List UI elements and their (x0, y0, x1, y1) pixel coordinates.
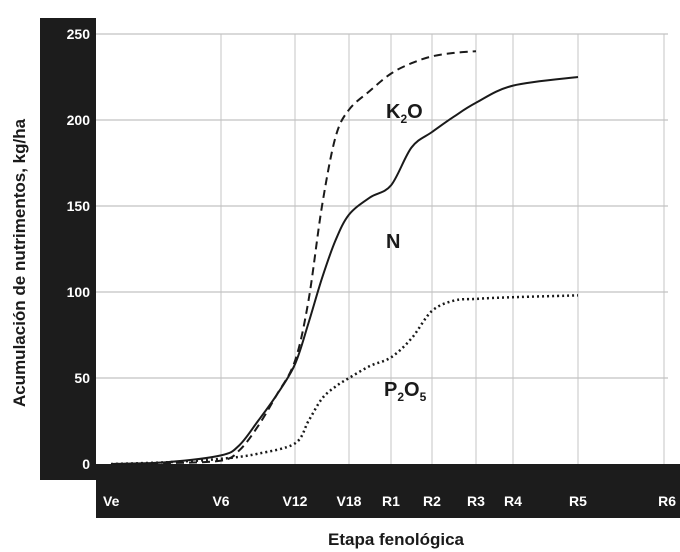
x-axis-title: Etapa fenológica (328, 530, 465, 549)
plot-area (96, 34, 668, 464)
series-label-p2o5: P2O5 (384, 379, 427, 404)
x-tick-labels: Ve V6 V12 V18 R1 R2 R3 R4 R5 R6 (103, 493, 676, 509)
y-tick-label: 0 (82, 456, 90, 472)
series-labels: K2O N P2O5 (384, 101, 427, 404)
x-tick-label: R1 (382, 493, 400, 509)
series-lines (110, 50, 579, 466)
x-tick-label: R2 (423, 493, 441, 509)
x-tick-label: R5 (569, 493, 587, 509)
x-tick-label: R4 (504, 493, 522, 509)
y-tick-label: 250 (67, 26, 91, 42)
y-tick-label: 200 (67, 112, 91, 128)
x-tick-label: Ve (103, 493, 120, 509)
y-tick-label: 150 (67, 198, 91, 214)
x-axis-band (96, 464, 680, 518)
y-tick-label: 50 (74, 370, 90, 386)
series-label-n: N (386, 231, 400, 253)
grid-lines (96, 33, 668, 464)
y-tick-label: 100 (67, 284, 91, 300)
x-tick-label: V6 (212, 493, 229, 509)
y-axis-title: Acumulación de nutrimentos, kg/ha (10, 118, 29, 407)
series-line-k2o (110, 50, 477, 465)
series-line-n (110, 76, 579, 465)
x-tick-label: V12 (283, 493, 308, 509)
series-label-k2o: K2O (386, 101, 423, 126)
x-tick-label: V18 (337, 493, 362, 509)
y-axis-band (40, 18, 96, 480)
y-tick-labels: 0 50 100 150 200 250 (67, 26, 91, 472)
x-tick-label: R3 (467, 493, 485, 509)
x-tick-label: R6 (658, 493, 676, 509)
